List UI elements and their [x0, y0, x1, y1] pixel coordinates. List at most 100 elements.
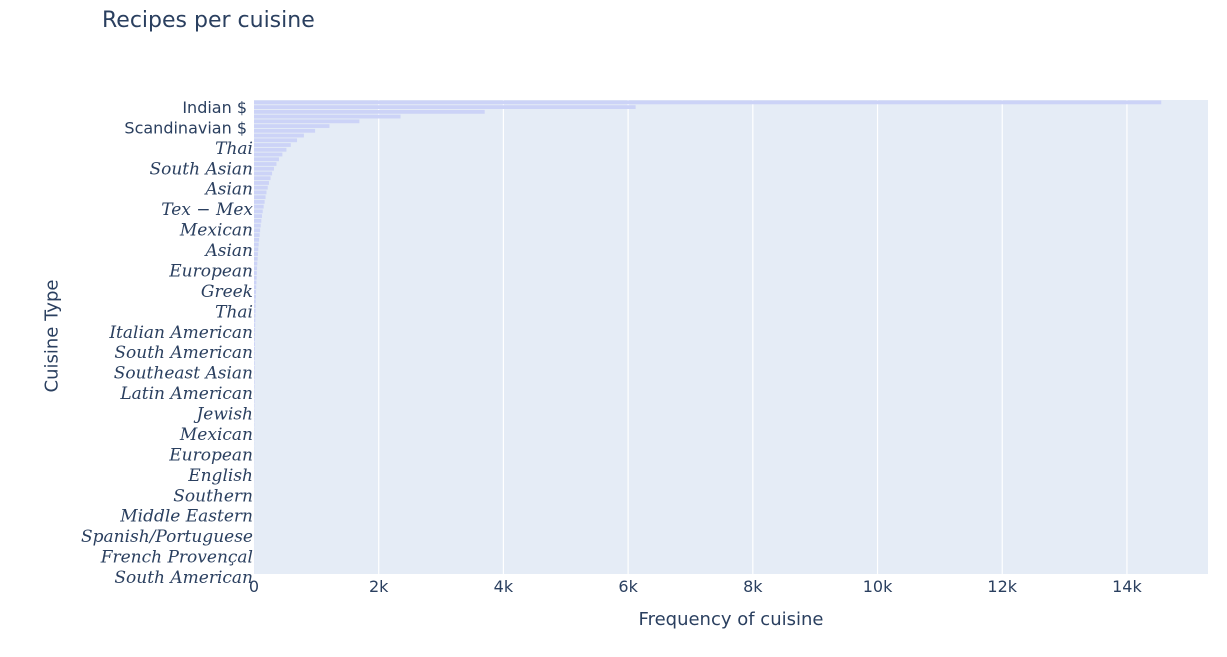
bar	[254, 351, 255, 356]
bar	[254, 143, 291, 147]
bar	[254, 247, 259, 252]
bar	[254, 290, 257, 294]
bar	[254, 309, 256, 313]
y-tick-label: Spanish/Portuguese	[81, 527, 253, 547]
bar	[254, 370, 255, 375]
bar	[254, 304, 256, 309]
y-tick-label: Mexican	[179, 221, 253, 241]
y-tick-label: South American	[114, 568, 253, 588]
bar	[254, 237, 260, 242]
chart-title: Recipes per cuisine	[102, 8, 315, 33]
y-tick-label: Tex − Mex	[161, 200, 253, 220]
bar	[254, 271, 257, 275]
bar	[254, 190, 267, 195]
bar	[254, 124, 330, 128]
y-tick-label: South American	[114, 343, 253, 363]
bar	[254, 337, 255, 342]
bar	[254, 209, 263, 214]
bar	[254, 204, 264, 209]
bar	[254, 105, 636, 110]
y-tick-label: Asian	[203, 180, 253, 200]
x-tick-labels: 0 2k 4k 6k 8k 10k 12k 14k	[249, 577, 1143, 596]
y-tick-label: Asian	[203, 241, 253, 261]
y-tick-label: Thai	[215, 302, 253, 322]
y-tick-label: Jewish	[193, 405, 253, 425]
bar	[254, 119, 360, 124]
bar	[254, 365, 255, 370]
bar	[254, 109, 485, 114]
y-tick-label: Middle Eastern	[119, 507, 253, 527]
bar	[254, 380, 255, 384]
bar	[254, 157, 279, 162]
bar	[254, 266, 258, 271]
bar	[254, 152, 283, 157]
y-axis-title: Cuisine Type	[41, 279, 63, 393]
bar	[254, 133, 304, 138]
y-tick-label: European	[168, 261, 253, 281]
bar	[254, 261, 258, 266]
bar	[254, 214, 262, 219]
bar	[254, 162, 277, 166]
x-tick-label: 0	[249, 577, 259, 596]
bar	[254, 166, 274, 171]
bar	[254, 280, 257, 285]
bar	[254, 218, 262, 223]
bar	[254, 361, 255, 365]
bar	[254, 275, 257, 280]
bar	[254, 100, 1162, 105]
y-tick-label: Indian $	[182, 98, 247, 117]
y-tick-label: English	[187, 466, 253, 486]
bar	[254, 171, 273, 176]
bar	[254, 252, 258, 256]
bar	[254, 223, 261, 228]
bar	[254, 176, 271, 181]
y-tick-label: Mexican	[179, 425, 253, 445]
bar	[254, 375, 255, 380]
x-gridlines	[378, 100, 1128, 574]
x-tick-label: 14k	[1112, 577, 1142, 596]
bar	[254, 138, 298, 143]
bar	[254, 195, 266, 200]
y-tick-label: Italian American	[108, 323, 253, 343]
bar	[254, 299, 256, 304]
bar	[254, 285, 257, 290]
plot-background	[254, 100, 1208, 574]
x-tick-label: 12k	[987, 577, 1017, 596]
x-tick-label: 4k	[494, 577, 514, 596]
bar	[254, 323, 256, 328]
y-tick-label: Scandinavian $	[124, 118, 247, 137]
bar	[254, 233, 260, 237]
x-tick-label: 10k	[863, 577, 893, 596]
bar	[254, 181, 269, 185]
bar	[254, 242, 259, 247]
bar	[254, 342, 255, 347]
y-tick-label: European	[168, 445, 253, 465]
bar	[254, 228, 261, 233]
x-tick-label: 8k	[743, 577, 763, 596]
y-tick-label: Southern	[173, 486, 253, 506]
y-tick-label: French Provençal	[100, 548, 253, 568]
bar	[254, 147, 287, 152]
bar	[254, 346, 255, 351]
bar	[254, 185, 268, 190]
bar	[254, 200, 265, 204]
bar	[254, 332, 256, 337]
bar	[254, 294, 256, 299]
y-tick-label: South Asian	[149, 159, 253, 179]
bar	[254, 256, 258, 261]
y-tick-label: Latin American	[119, 384, 253, 404]
bar	[254, 318, 256, 323]
bar	[254, 313, 256, 318]
bars	[254, 100, 1162, 574]
x-tick-label: 6k	[618, 577, 638, 596]
bar	[254, 327, 256, 332]
bar	[254, 114, 401, 119]
y-tick-label: Southeast Asian	[114, 364, 253, 384]
x-tick-label: 2k	[369, 577, 389, 596]
y-tick-label: Thai	[215, 139, 253, 159]
bar	[254, 128, 316, 133]
bar	[254, 356, 255, 361]
x-axis-title: Frequency of cuisine	[638, 609, 824, 630]
